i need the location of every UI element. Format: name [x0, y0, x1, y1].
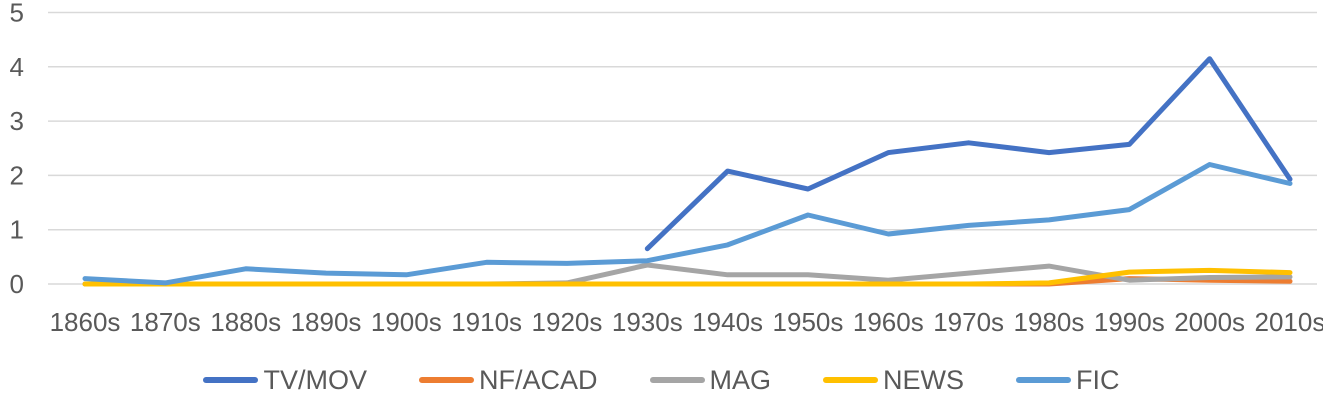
x-tick-label-1890s: 1890s — [291, 307, 362, 337]
x-tick-label-1940s: 1940s — [692, 307, 763, 337]
x-tick-label-1970s: 1970s — [933, 307, 1004, 337]
y-tick-label-2: 2 — [10, 160, 24, 190]
legend-item-fic: FIC — [1016, 364, 1120, 395]
x-tick-label-1950s: 1950s — [773, 307, 844, 337]
legend-label-news: NEWS — [883, 364, 965, 395]
legend-label-nf-acad: NF/ACAD — [478, 364, 598, 395]
x-tick-label-1920s: 1920s — [532, 307, 603, 337]
series-line-fic — [82, 162, 1293, 286]
x-tick-label-1860s: 1860s — [50, 307, 121, 337]
x-tick-label-1930s: 1930s — [612, 307, 683, 337]
x-tick-label-1910s: 1910s — [451, 307, 522, 337]
legend-label-fic: FIC — [1076, 364, 1120, 395]
y-tick-label-1: 1 — [10, 215, 24, 245]
y-tick-label-4: 4 — [10, 52, 24, 82]
x-tick-label-1960s: 1960s — [853, 307, 924, 337]
legend-label-mag: MAG — [709, 364, 772, 395]
y-tick-label-5: 5 — [10, 0, 24, 28]
legend-swatch-fic — [1016, 377, 1072, 383]
legend-item-tv-mov: TV/MOV — [203, 364, 367, 395]
legend-swatch-news — [823, 377, 879, 383]
legend-item-nf-acad: NF/ACAD — [418, 364, 598, 395]
x-tick-label-2010s: 2010s — [1255, 307, 1323, 337]
legend-swatch-mag — [649, 377, 705, 383]
series-line-news — [82, 267, 1293, 287]
x-tick-label-1980s: 1980s — [1014, 307, 1085, 337]
x-tick-label-1870s: 1870s — [130, 307, 201, 337]
x-tick-label-1900s: 1900s — [371, 307, 442, 337]
series-line-tv-mov — [644, 56, 1293, 252]
x-tick-label-1880s: 1880s — [210, 307, 281, 337]
x-tick-label-2000s: 2000s — [1174, 307, 1245, 337]
legend-item-news: NEWS — [823, 364, 965, 395]
legend-swatch-tv-mov — [203, 377, 259, 383]
y-tick-label-3: 3 — [10, 106, 24, 136]
legend-label-tv-mov: TV/MOV — [263, 364, 367, 395]
legend-item-mag: MAG — [649, 364, 772, 395]
legend-swatch-nf-acad — [418, 377, 474, 383]
x-tick-label-1990s: 1990s — [1094, 307, 1165, 337]
chart-legend: TV/MOV NF/ACAD MAG NEWS FIC — [0, 362, 1323, 398]
y-tick-label-0: 0 — [10, 269, 24, 299]
